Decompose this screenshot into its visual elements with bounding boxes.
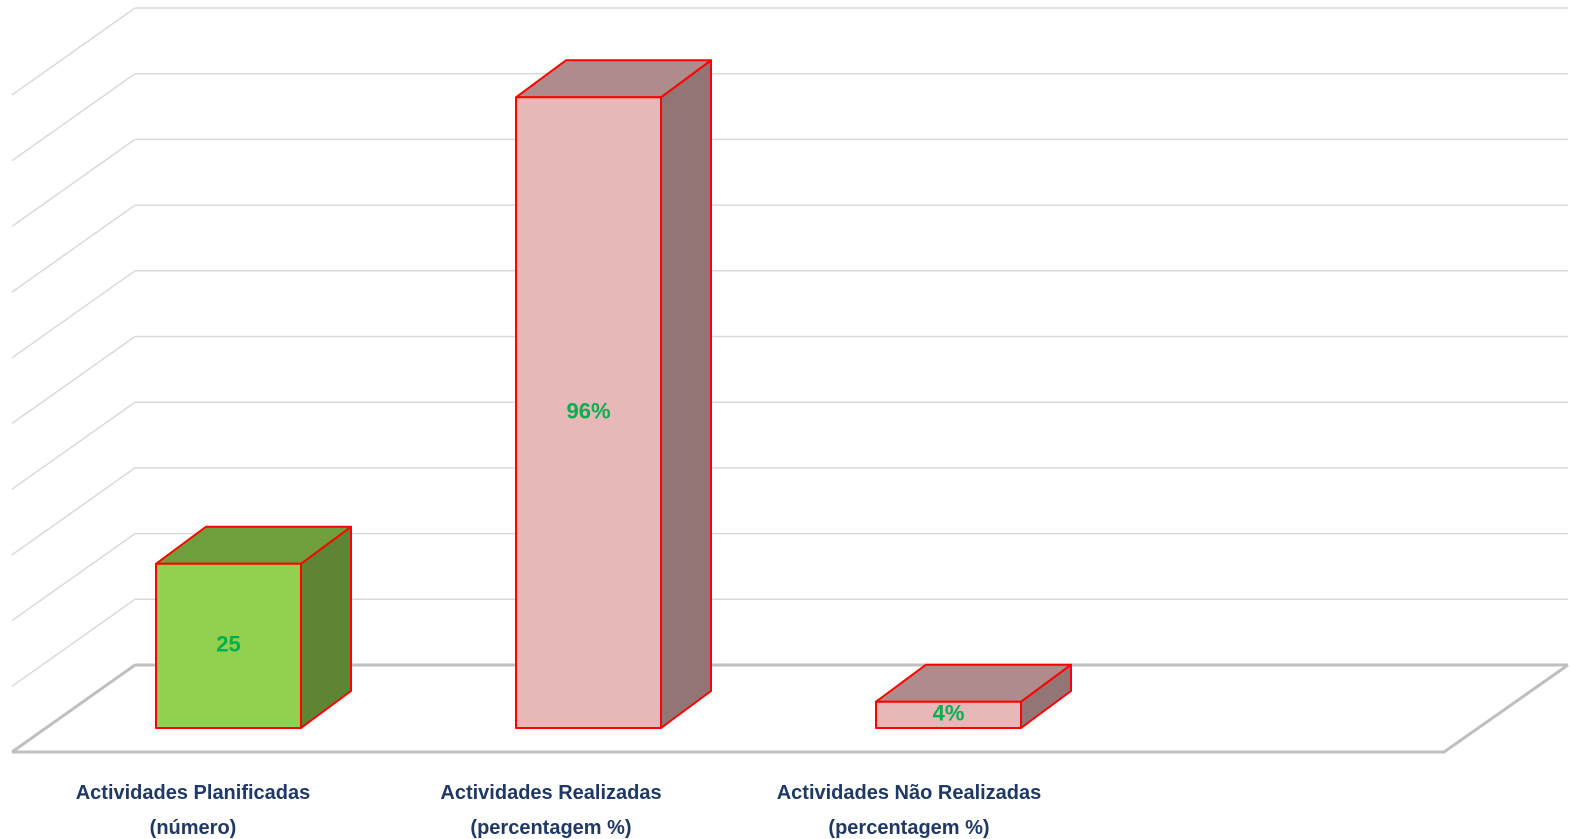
side-grid-line <box>11 138 136 228</box>
data-label: 4% <box>933 701 965 726</box>
side-grid-line <box>11 73 136 162</box>
floor-edge <box>12 663 1569 754</box>
side-grid-line <box>11 401 136 490</box>
side-grid-line <box>11 270 136 359</box>
side-grid-line <box>11 663 136 754</box>
side-grid-line <box>11 7 136 96</box>
x-tick-label: Actividades Realizadas (percentagem %) <box>440 782 662 839</box>
bar <box>515 96 662 729</box>
side-grid-line <box>11 598 136 687</box>
side-grid-line <box>11 467 136 556</box>
bar <box>875 700 1022 729</box>
side-grid-line <box>11 532 136 622</box>
bar <box>155 562 302 729</box>
side-grid-line <box>11 335 136 425</box>
side-grid-line <box>11 204 136 293</box>
data-label: 96% <box>566 398 610 423</box>
x-tick-label: Actividades Planificadas (número) <box>75 782 311 839</box>
bar-side <box>660 59 712 729</box>
x-tick-label: Actividades Não Realizadas (percentagem … <box>776 782 1042 839</box>
data-label: 25 <box>216 632 240 657</box>
